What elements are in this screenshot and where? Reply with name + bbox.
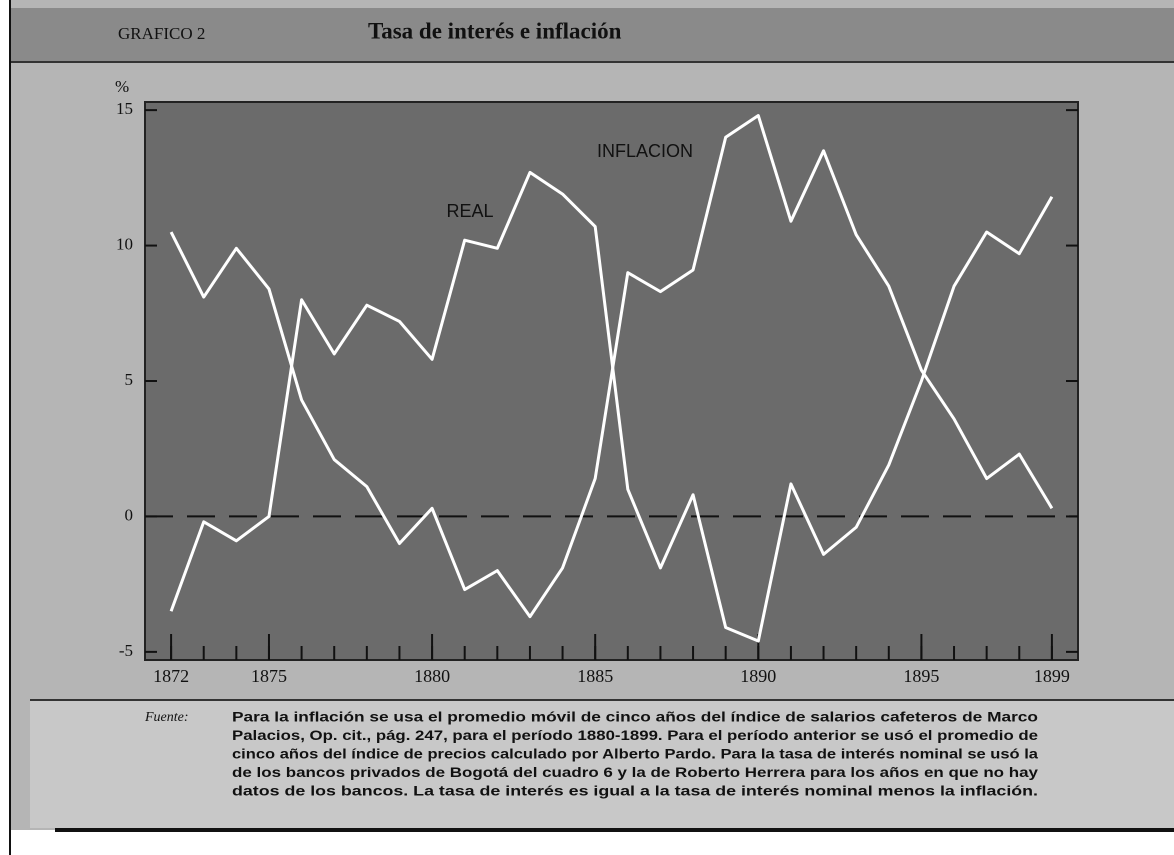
source-label: Fuente: (144, 710, 189, 725)
header-label: GRAFICO 2 (118, 24, 205, 43)
x-tick-label: 1875 (251, 666, 287, 686)
x-tick-label: 1880 (414, 666, 450, 686)
y-unit: % (115, 77, 129, 96)
source-line: de los bancos privados de Bogotá del cua… (232, 765, 1039, 780)
series-label: INFLACION (597, 141, 693, 161)
y-tick-label: 5 (125, 370, 134, 389)
source-line: datos de los bancos. La tasa de interés … (232, 784, 1038, 799)
x-tick-label: 1890 (740, 666, 776, 686)
x-tick-label: 1872 (153, 666, 189, 686)
x-tick-label: 1899 (1034, 666, 1070, 686)
header-title: Tasa de interés e inflación (368, 18, 622, 43)
series-line (169, 114, 1054, 619)
header-band (10, 8, 1174, 62)
series-label: REAL (446, 201, 493, 221)
source-line: cinco años del índice de precios calcula… (232, 747, 1039, 762)
y-tick-label: 15 (116, 99, 133, 118)
y-tick-label: 10 (116, 234, 133, 253)
y-tick-label: 0 (125, 505, 134, 524)
source-line: Palacios, Op. cit., pág. 247, para el pe… (232, 728, 1039, 743)
source-line: Para la inflación se usa el promedio móv… (232, 710, 1038, 725)
series-line (169, 170, 1054, 643)
y-tick-label: -5 (119, 641, 133, 660)
x-tick-label: 1895 (903, 666, 939, 686)
source-band (30, 700, 1174, 828)
x-tick-label: 1885 (577, 666, 613, 686)
